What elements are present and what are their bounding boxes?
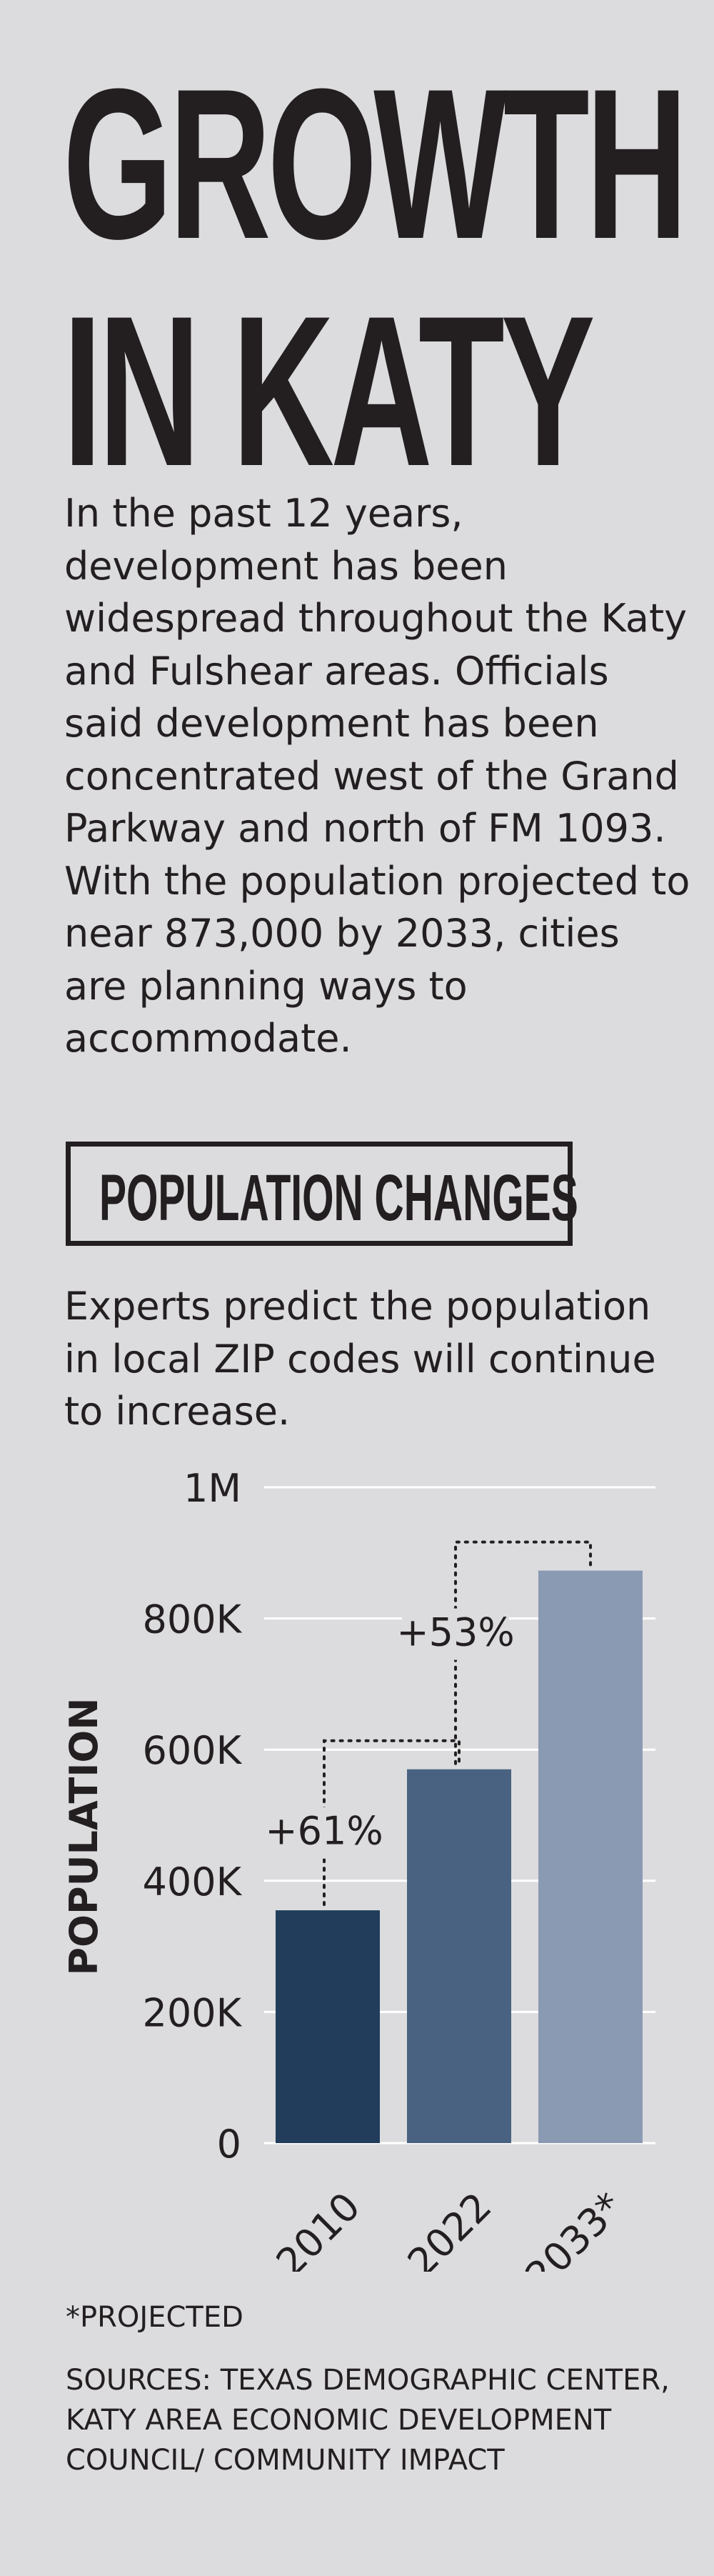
bar [407,1769,511,2143]
footnote-projected: *PROJECTED [66,2301,243,2334]
title-line-1: GROWTH [63,44,688,284]
y-tick-label: 1M [183,1466,241,1511]
bar [538,1570,643,2143]
growth-annotation: +53% [396,1610,514,1655]
y-tick-label: 0 [217,2122,241,2167]
annotation-background [402,1608,509,1660]
section-heading-box: POPULATION CHANGES [66,1142,578,1246]
y-tick-label: 400K [143,1859,243,1904]
section-heading: POPULATION CHANGES [99,1162,578,1234]
annotation-background [271,1807,378,1859]
y-tick-label: 600K [143,1728,243,1773]
connector-lines [271,1540,592,1907]
y-tick-label: 200K [143,1990,243,2035]
y-axis-label: POPULATION [61,1698,106,1976]
intro-text: In the past 12 years, development has be… [64,491,690,1061]
x-tick-label: 2010 [268,2184,369,2272]
page-title: GROWTH IN KATY [63,44,688,511]
x-tick-label: 2022 [399,2184,501,2272]
y-tick-label: 800K [143,1597,243,1642]
x-tick-label: 2033* [517,2184,632,2272]
bar [276,1910,380,2143]
growth-connector [323,1739,461,1907]
population-bar-chart: 0 200K 400K 600K 800K 1M POPULATION 2010 2022 203… [61,1466,655,2272]
bars [276,1570,643,2143]
title-line-2: IN KATY [63,271,595,511]
chart-lead-text: Experts predict the population in local … [64,1284,656,1434]
growth-annotation: +61% [265,1809,383,1854]
sources-note: SOURCES: TEXAS DEMOGRAPHIC CENTER, KATY … [66,2364,670,2477]
